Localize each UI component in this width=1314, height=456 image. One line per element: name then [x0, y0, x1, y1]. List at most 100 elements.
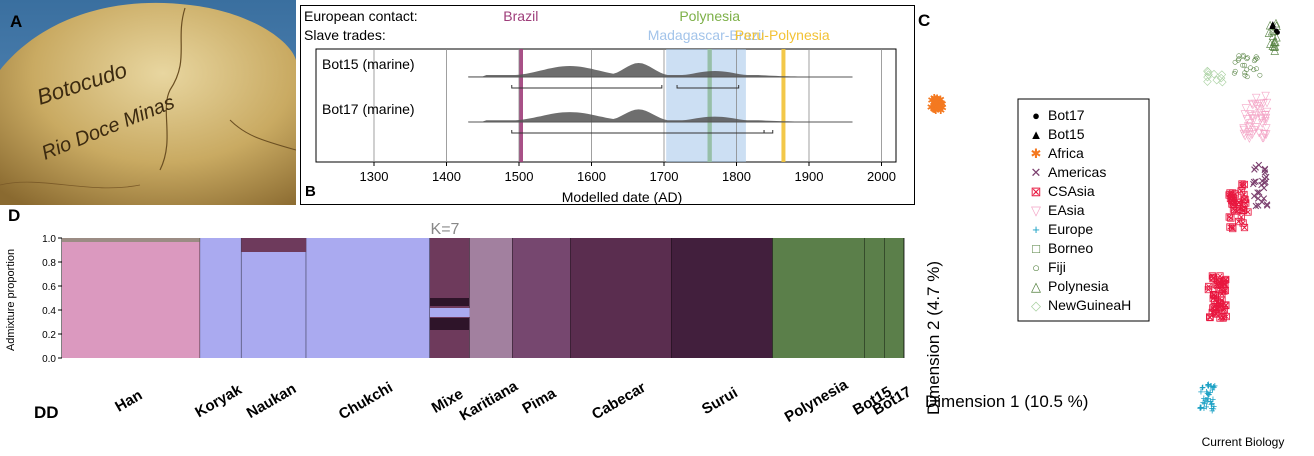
svg-text:✕: ✕: [1255, 188, 1264, 200]
svg-text:●: ●: [1274, 26, 1281, 38]
svg-text:○: ○: [1241, 67, 1248, 79]
legend-symbol-0: ●: [1032, 108, 1040, 123]
svg-text:+: +: [1210, 382, 1216, 394]
svg-text:⊠: ⊠: [1221, 285, 1230, 297]
legend-symbol-4: ⊠: [1031, 184, 1042, 199]
svg-text:▽: ▽: [1245, 122, 1254, 134]
svg-text:○: ○: [1251, 55, 1258, 67]
svg-text:✕: ✕: [1253, 187, 1262, 199]
svg-text:▽: ▽: [1252, 92, 1261, 104]
population-label-1: Koryak: [192, 381, 245, 421]
svg-text:⊠: ⊠: [1239, 201, 1248, 213]
legend-label-8: Fiji: [1048, 259, 1066, 275]
svg-text:✕: ✕: [1257, 180, 1266, 192]
svg-text:○: ○: [1247, 62, 1254, 74]
svg-text:+: +: [1205, 393, 1211, 405]
newguinea-points: ◇ ◇◇◇◇◇ ◇◇◇◇: [1203, 65, 1227, 88]
svg-text:▲: ▲: [1267, 19, 1278, 31]
svg-text:✕: ✕: [1257, 197, 1266, 209]
svg-text:⊠: ⊠: [1214, 282, 1223, 294]
svg-text:⊠: ⊠: [1234, 196, 1243, 208]
svg-text:✱: ✱: [936, 94, 945, 106]
svg-text:▽: ▽: [1262, 112, 1271, 124]
fiji-points: ○○○○○○○○ ○○○○ ○○○○ ○○ ○○○○○○: [1231, 50, 1263, 84]
svg-text:◇: ◇: [1218, 69, 1227, 81]
admixture-chart: D K=7 Admixture proportion 0.0 0.2 0.4 0.6 0…: [5, 206, 914, 426]
tick-label-7: 2000: [867, 169, 896, 184]
svg-text:✱: ✱: [932, 94, 941, 106]
svg-text:+: +: [1204, 388, 1210, 400]
svg-text:△: △: [1272, 31, 1281, 43]
svg-text:✱: ✱: [937, 99, 946, 111]
svg-text:○: ○: [1243, 64, 1250, 76]
svg-text:○: ○: [1252, 53, 1259, 65]
sample-label-0: Bot15 (marine): [322, 56, 415, 72]
svg-text:✱: ✱: [931, 95, 940, 107]
legend-label-9: Polynesia: [1048, 278, 1109, 294]
svg-text:✕: ✕: [1263, 200, 1272, 212]
svg-text:⊠: ⊠: [1237, 178, 1246, 190]
svg-text:✱: ✱: [938, 102, 947, 114]
svg-text:+: +: [1204, 396, 1210, 408]
svg-text:▽: ▽: [1248, 129, 1257, 141]
svg-text:○: ○: [1235, 53, 1242, 65]
svg-text:⊠: ⊠: [1225, 221, 1234, 233]
svg-text:✕: ✕: [1260, 178, 1269, 190]
y-tick-label-3: 0.6: [42, 282, 56, 293]
legend-label-4: CSAsia: [1048, 183, 1095, 199]
panel-letter-c: C: [918, 11, 930, 30]
svg-text:⊠: ⊠: [1212, 309, 1221, 321]
svg-text:○: ○: [1231, 67, 1238, 79]
svg-text:⊠: ⊠: [1238, 218, 1247, 230]
svg-text:+: +: [1200, 397, 1206, 409]
svg-text:✕: ✕: [1260, 168, 1269, 180]
admixture-block-1: [200, 238, 242, 358]
svg-text:✱: ✱: [927, 102, 936, 114]
svg-text:✱: ✱: [931, 102, 940, 114]
svg-text:○: ○: [1241, 59, 1248, 71]
svg-text:+: +: [1201, 393, 1207, 405]
svg-text:⊠: ⊠: [1226, 212, 1235, 224]
event-band-2: [666, 49, 746, 162]
svg-text:✕: ✕: [1254, 160, 1263, 172]
svg-text:⊠: ⊠: [1215, 301, 1224, 313]
mds-legend: ● Bot17 ▲ Bot15 ✱ Africa ✕ Americas ⊠ CSAsia ▽ EAsi…: [1017, 98, 1150, 322]
svg-text:○: ○: [1240, 50, 1247, 62]
svg-text:✕: ✕: [1249, 179, 1258, 191]
svg-text:⊠: ⊠: [1240, 179, 1249, 191]
svg-text:△: △: [1271, 36, 1280, 48]
legend-symbol-3: ✕: [1031, 165, 1042, 180]
sample-label-1: Bot17 (marine): [322, 101, 415, 117]
svg-text:▽: ▽: [1241, 130, 1250, 142]
svg-text:+: +: [1202, 395, 1208, 407]
svg-text:✱: ✱: [937, 98, 946, 110]
csasia-points-2: ⊠⊠⊠⊠⊠⊠⊠⊠⊠⊠⊠⊠⊠⊠⊠⊠⊠⊠⊠⊠ ⊠⊠⊠⊠⊠⊠⊠⊠⊠⊠⊠⊠⊠⊠⊠⊠⊠⊠⊠⊠: [1224, 178, 1252, 234]
range-bracket-1-1: [763, 130, 774, 134]
admixture-block-9: [772, 238, 865, 358]
svg-text:+: +: [1198, 402, 1204, 414]
svg-text:○: ○: [1244, 52, 1251, 64]
svg-text:+: +: [1209, 398, 1215, 410]
svg-text:△: △: [1269, 30, 1278, 42]
svg-text:⊠: ⊠: [1209, 293, 1218, 305]
svg-text:⊠: ⊠: [1230, 205, 1239, 217]
svg-text:○: ○: [1254, 53, 1261, 65]
svg-text:✱: ✱: [935, 98, 944, 110]
svg-text:▽: ▽: [1246, 109, 1255, 121]
admixture-title: K=7: [431, 221, 460, 238]
svg-text:⊠: ⊠: [1212, 303, 1221, 315]
svg-text:✕: ✕: [1254, 194, 1263, 206]
svg-text:+: +: [1207, 387, 1213, 399]
svg-text:✱: ✱: [936, 105, 945, 117]
svg-text:⊠: ⊠: [1220, 304, 1229, 316]
svg-text:⊠: ⊠: [1204, 284, 1213, 296]
svg-text:▽: ▽: [1242, 103, 1251, 115]
svg-text:⊠: ⊠: [1239, 205, 1248, 217]
svg-text:⊠: ⊠: [1233, 206, 1242, 218]
svg-text:◇: ◇: [1217, 72, 1226, 84]
admixture-block-0: [62, 238, 201, 358]
svg-text:△: △: [1270, 24, 1279, 36]
svg-text:+: +: [1210, 394, 1216, 406]
svg-text:✕: ✕: [1254, 201, 1263, 213]
svg-text:○: ○: [1240, 51, 1247, 63]
